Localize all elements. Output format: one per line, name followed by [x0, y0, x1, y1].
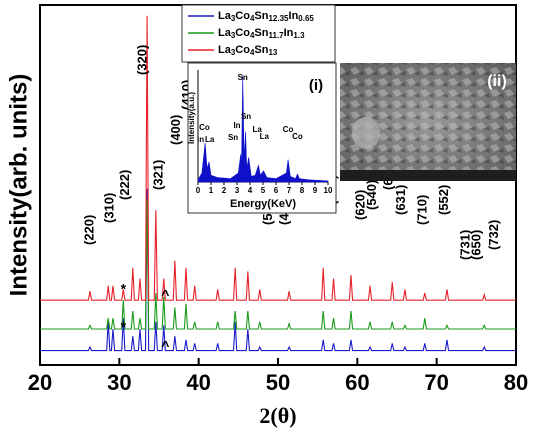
x-tick-label: 5 — [261, 186, 266, 195]
y-axis-label: Intensity(arb. units) — [5, 74, 32, 297]
x-tick-label: 0 — [196, 186, 201, 195]
phase-marker: * — [121, 319, 127, 335]
x-tick-label: 1 — [209, 186, 214, 195]
series-line — [40, 15, 516, 301]
element-label: In — [233, 121, 240, 130]
x-tick-label: 50 — [266, 370, 290, 395]
inset-sem: (ii) — [340, 63, 516, 181]
y-axis-label: Intensity(a.u.) — [187, 92, 196, 144]
element-label: Sn — [238, 73, 248, 82]
phase-marker: ^ — [161, 287, 169, 303]
element-label: Sn — [228, 133, 238, 142]
x-tick-label: 8 — [300, 186, 305, 195]
element-label: Co — [292, 132, 303, 141]
element-label: Sn — [241, 112, 251, 121]
element-label: La — [252, 125, 262, 134]
legend-label: La3Co4Sn11.7In1.3 — [218, 27, 305, 40]
phase-marker: * — [121, 281, 127, 297]
x-tick-label: 70 — [424, 370, 448, 395]
element-label: Co — [283, 125, 294, 134]
spectrum-area — [197, 75, 329, 183]
x-tick-label: 7 — [287, 186, 292, 195]
peak-label: (731) — [457, 230, 472, 260]
inset-label: (i) — [309, 77, 323, 94]
element-label: La — [205, 135, 215, 144]
x-axis-label: 2(θ) — [259, 403, 296, 428]
series-line — [40, 199, 516, 330]
legend: La3Co4Sn12.35In0.65 La3Co4Sn11.7In1.3 La3C… — [181, 4, 336, 63]
series-line — [40, 188, 516, 352]
sem-info-bar — [340, 170, 516, 181]
peak-label: (320) — [135, 45, 150, 75]
x-tick-label: 2 — [222, 186, 227, 195]
element-label: Co — [199, 123, 210, 132]
element-label: La — [260, 132, 270, 141]
peak-label: (650) — [469, 230, 484, 260]
peak-label: (732) — [486, 220, 501, 250]
x-axis-label: Energy(KeV) — [230, 198, 296, 210]
legend-label: La3Co4Sn12.35In0.65 — [218, 10, 314, 23]
peak-label: (552) — [436, 185, 451, 215]
peak-label: (620) — [353, 190, 368, 220]
legend-label: La3Co4Sn13 — [218, 44, 278, 57]
element-label: In — [197, 135, 204, 144]
phase-marker: ^ — [161, 338, 169, 354]
x-tick-label: 10 — [324, 186, 333, 195]
peak-label: (710) — [415, 195, 430, 225]
sem-grain — [352, 117, 380, 149]
x-tick-label: 20 — [28, 370, 52, 395]
peak-label: (310) — [101, 193, 116, 223]
x-tick-label: 80 — [504, 370, 528, 395]
peak-label: (220) — [81, 215, 96, 245]
peak-label: (321) — [150, 160, 165, 190]
panel-label: (ii) — [487, 73, 507, 90]
x-tick-label: 60 — [345, 370, 369, 395]
peak-label: (540) — [364, 180, 379, 210]
x-tick-label: 3 — [235, 186, 240, 195]
x-tick-label: 6 — [274, 186, 279, 195]
peak-label: (400) — [168, 115, 183, 145]
peak-label: (222) — [117, 170, 132, 200]
peak-label: (631) — [393, 185, 408, 215]
x-tick-label: 4 — [248, 186, 253, 195]
x-tick-label: 30 — [107, 370, 131, 395]
x-tick-label: 40 — [186, 370, 210, 395]
x-tick-label: 9 — [313, 186, 318, 195]
